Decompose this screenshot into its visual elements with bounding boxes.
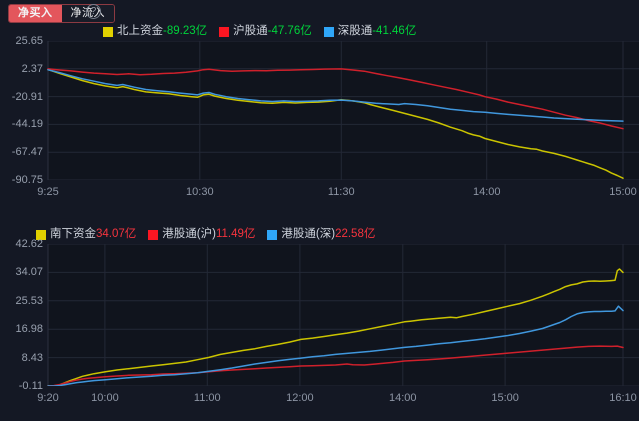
legend-item[interactable]: 北上资金 -89.23亿 [103,25,207,38]
x-axis-tick-label: 10:00 [91,392,119,404]
chart-legend: 南下资金 34.07亿 港股通(沪) 11.49亿 港股通(深) 22.58亿 [36,228,375,241]
y-axis-tick-label: 34.07 [15,266,43,279]
legend-series-name: 港股通(沪) [162,228,216,240]
legend-item[interactable]: 港股通(深) 22.58亿 [267,228,375,241]
legend-swatch-icon [36,229,46,240]
y-axis-tick-label: 25.65 [15,35,43,47]
plot-area[interactable] [0,40,639,181]
x-axis-tick-label: 11:30 [327,186,355,198]
legend-series-value: -89.23亿 [163,25,208,37]
y-axis-tick-label: -20.91 [11,90,43,103]
legend-item[interactable]: 港股通(沪) 11.49亿 [148,228,255,241]
legend-item[interactable]: 南下资金 34.07亿 [36,228,136,241]
legend-swatch-icon [267,229,278,240]
x-axis-tick-label: 10:30 [186,186,214,198]
tab-net-buy[interactable]: 净买入 [9,5,62,22]
y-axis-tick-label: -67.47 [11,146,43,159]
legend-item[interactable]: 深股通 -41.46亿 [323,25,417,38]
y-axis-tick-label: 25.53 [15,294,43,307]
x-axis-tick-label: 9:20 [37,392,59,404]
y-axis-tick-label: -44.19 [11,118,43,131]
legend-swatch-icon [103,26,113,37]
x-axis-tick-label: 12:00 [286,392,314,404]
y-axis-tick-label: -0.11 [18,380,43,392]
chart-legend: 北上资金 -89.23亿 沪股通 -47.76亿 深股通 -41.46亿 [103,25,416,38]
plot-area[interactable] [0,243,639,387]
legend-swatch-icon [219,26,230,37]
legend-series-name: 北上资金 [117,25,163,37]
y-axis-tick-label: 16.98 [15,323,43,336]
y-axis-tick-label: 2.37 [21,62,43,75]
legend-series-name: 沪股通 [233,25,268,37]
x-axis-tick-label: 15:00 [609,186,637,198]
legend-series-value: 11.49亿 [215,228,256,240]
legend-series-name: 深股通 [337,25,373,37]
x-axis-tick-label: 14:00 [389,392,417,404]
legend-series-value: 34.07亿 [96,228,137,240]
x-axis-tick-label: 15:00 [491,392,519,404]
legend-swatch-icon [148,229,159,240]
x-axis-tick-label: 16:10 [609,392,637,404]
legend-series-name: 港股通(深) [281,228,336,240]
legend-series-name: 南下资金 [50,228,96,240]
y-axis-tick-label: 42.62 [15,238,43,250]
legend-series-value: 22.58亿 [335,228,376,240]
help-icon[interactable]: ? [86,4,101,19]
x-axis-tick-label: 9:25 [37,186,59,198]
legend-item[interactable]: 沪股通 -47.76亿 [219,25,312,38]
legend-swatch-icon [323,26,334,37]
y-axis-tick-label: 8.43 [21,351,43,364]
legend-series-value: -41.46亿 [372,25,417,37]
y-axis-tick-label: -90.75 [11,174,43,186]
legend-series-value: -47.76亿 [267,25,312,37]
x-axis-tick-label: 14:00 [472,186,501,198]
x-axis-tick-label: 11:00 [193,392,221,404]
